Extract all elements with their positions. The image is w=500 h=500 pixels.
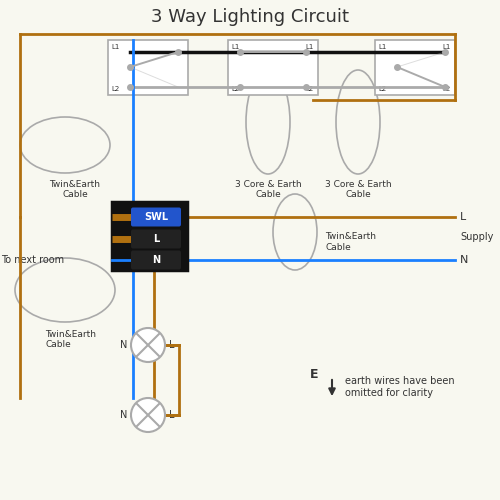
Text: N: N bbox=[120, 410, 128, 420]
Text: N: N bbox=[152, 255, 160, 265]
Text: L1: L1 bbox=[305, 44, 314, 50]
Text: SWL: SWL bbox=[144, 212, 168, 222]
Circle shape bbox=[131, 328, 165, 362]
Text: To next room: To next room bbox=[1, 255, 64, 265]
Text: L2: L2 bbox=[378, 86, 386, 92]
Text: N: N bbox=[120, 340, 128, 350]
Bar bbox=[375, 40, 455, 95]
Text: Supply: Supply bbox=[460, 232, 494, 241]
Text: L1: L1 bbox=[231, 44, 239, 50]
Text: L1: L1 bbox=[442, 44, 450, 50]
Bar bbox=[108, 40, 188, 95]
Text: L: L bbox=[169, 410, 175, 420]
Text: L2: L2 bbox=[231, 86, 239, 92]
Text: L1: L1 bbox=[111, 44, 120, 50]
Text: Twin&Earth
Cable: Twin&Earth Cable bbox=[45, 330, 96, 349]
Circle shape bbox=[131, 398, 165, 432]
Text: L1: L1 bbox=[378, 44, 386, 50]
Text: L: L bbox=[169, 340, 175, 350]
Text: L2: L2 bbox=[442, 86, 450, 92]
Text: 3 Core & Earth
Cable: 3 Core & Earth Cable bbox=[234, 180, 302, 200]
Text: Twin&Earth
Cable: Twin&Earth Cable bbox=[50, 180, 100, 200]
Text: 3 Way Lighting Circuit: 3 Way Lighting Circuit bbox=[151, 8, 349, 26]
Text: L: L bbox=[153, 234, 159, 244]
FancyBboxPatch shape bbox=[131, 230, 181, 248]
FancyBboxPatch shape bbox=[131, 208, 181, 227]
Text: N: N bbox=[460, 255, 468, 265]
Bar bbox=[112, 202, 187, 270]
Text: L2: L2 bbox=[305, 86, 313, 92]
FancyBboxPatch shape bbox=[131, 250, 181, 270]
Text: 3 Core & Earth
Cable: 3 Core & Earth Cable bbox=[324, 180, 392, 200]
Text: Twin&Earth
Cable: Twin&Earth Cable bbox=[325, 232, 376, 252]
Text: L: L bbox=[460, 212, 466, 222]
Text: L2: L2 bbox=[111, 86, 120, 92]
Text: earth wires have been
omitted for clarity: earth wires have been omitted for clarit… bbox=[345, 376, 455, 398]
Bar bbox=[228, 40, 318, 95]
Text: E: E bbox=[310, 368, 318, 382]
